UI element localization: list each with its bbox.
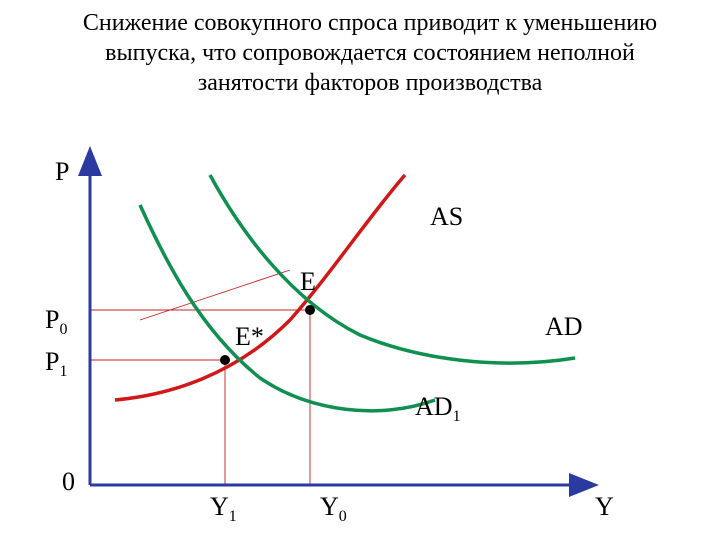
- ad-as-diagram: P Y 0 P0 P1 Y1 Y0 AS AD AD1 E E*: [0, 0, 720, 540]
- curve-as: [115, 175, 405, 400]
- origin-label: 0: [62, 467, 75, 496]
- tick-y0-sub: 0: [339, 508, 347, 525]
- helper-diag: [140, 270, 290, 320]
- label-as: AS: [430, 202, 463, 231]
- label-e: E: [300, 267, 316, 296]
- axis-label-y: Y: [595, 492, 614, 521]
- point-e: [305, 305, 315, 315]
- tick-y1-main: Y: [210, 492, 229, 521]
- curve-ad1: [140, 205, 435, 411]
- label-e1: E*: [235, 322, 264, 351]
- label-ad1-sub: 1: [453, 408, 461, 425]
- label-ad1: AD1: [415, 392, 461, 425]
- tick-p0-main: P: [45, 305, 59, 334]
- tick-p1-sub: 1: [59, 363, 67, 380]
- tick-y0: Y0: [320, 492, 347, 525]
- tick-p1-main: P: [45, 347, 59, 376]
- tick-p1: P1: [45, 347, 67, 380]
- point-e1: [220, 355, 230, 365]
- tick-y1: Y1: [210, 492, 237, 525]
- axis-label-p: P: [55, 157, 69, 186]
- tick-y0-main: Y: [320, 492, 339, 521]
- tick-p0: P0: [45, 305, 67, 338]
- label-ad: AD: [545, 312, 583, 341]
- tick-y1-sub: 1: [229, 508, 237, 525]
- label-ad1-main: AD: [415, 392, 453, 421]
- tick-p0-sub: 0: [59, 321, 67, 338]
- curve-ad: [210, 175, 575, 363]
